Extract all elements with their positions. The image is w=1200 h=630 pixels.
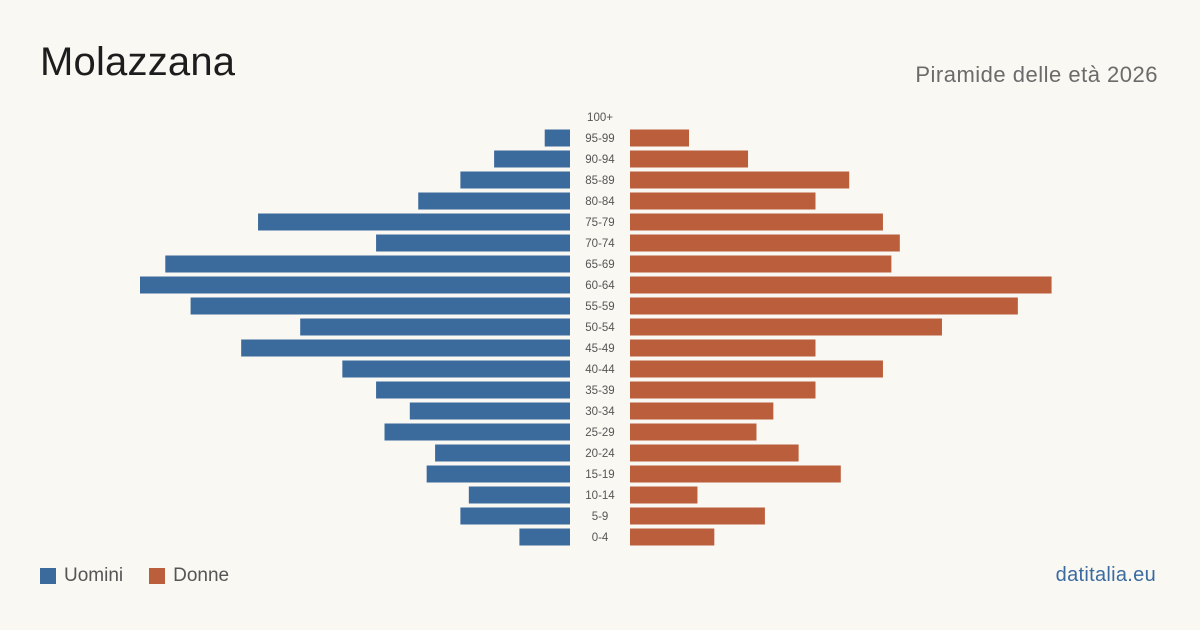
bar-men-10-14 xyxy=(468,486,570,504)
legend-swatch-women xyxy=(149,568,166,584)
bar-men-45-49 xyxy=(241,339,571,357)
age-label: 65-69 xyxy=(585,259,614,271)
bar-women-50-54 xyxy=(630,318,942,336)
bar-women-75-79 xyxy=(630,213,883,231)
age-label: 75-79 xyxy=(585,217,614,229)
legend-swatch-men xyxy=(40,568,56,584)
age-label: 50-54 xyxy=(585,322,615,334)
bar-women-5-9 xyxy=(630,507,765,525)
bar-men-50-54 xyxy=(300,318,570,336)
age-label: 85-89 xyxy=(585,175,614,187)
bar-women-45-49 xyxy=(630,339,816,357)
age-label: 5-9 xyxy=(592,511,609,523)
bar-men-70-74 xyxy=(376,234,570,252)
age-label: 45-49 xyxy=(585,343,614,355)
bar-men-55-59 xyxy=(190,297,570,315)
bar-men-90-94 xyxy=(494,150,570,168)
bar-women-20-24 xyxy=(630,444,799,462)
bar-women-95-99 xyxy=(630,129,690,147)
bar-men-5-9 xyxy=(460,507,570,525)
legend-item-women: Donne xyxy=(149,565,229,587)
bar-men-15-19 xyxy=(426,465,570,483)
age-label: 90-94 xyxy=(585,154,615,166)
legend: Uomini Donne xyxy=(40,565,255,587)
age-label: 40-44 xyxy=(585,364,615,376)
age-label: 55-59 xyxy=(585,301,614,313)
bar-men-0-4 xyxy=(519,528,570,546)
legend-item-men: Uomini xyxy=(40,565,123,587)
age-label: 60-64 xyxy=(585,280,615,292)
chart-subtitle: Piramide delle età 2026 xyxy=(915,62,1158,87)
bar-men-40-44 xyxy=(342,360,570,378)
bar-men-80-84 xyxy=(418,192,570,210)
age-label: 95-99 xyxy=(585,133,614,145)
bar-men-65-69 xyxy=(165,255,570,273)
age-label: 15-19 xyxy=(585,469,614,481)
age-label: 0-4 xyxy=(592,532,609,544)
bar-men-35-39 xyxy=(376,381,570,399)
age-label: 100+ xyxy=(587,112,613,124)
bar-men-75-79 xyxy=(258,213,570,231)
bar-women-15-19 xyxy=(630,465,841,483)
age-label: 70-74 xyxy=(585,238,615,250)
bar-women-85-89 xyxy=(630,171,850,189)
bar-women-70-74 xyxy=(630,234,900,252)
age-label: 30-34 xyxy=(585,406,615,418)
bar-women-30-34 xyxy=(630,402,774,420)
legend-label-men: Uomini xyxy=(64,565,124,586)
bar-women-25-29 xyxy=(630,423,757,441)
chart-title: Molazzana xyxy=(40,40,236,84)
bar-men-85-89 xyxy=(460,171,570,189)
age-label: 10-14 xyxy=(585,490,615,502)
bar-women-65-69 xyxy=(630,255,892,273)
age-label: 80-84 xyxy=(585,196,615,208)
bar-women-0-4 xyxy=(630,528,715,546)
bar-women-60-64 xyxy=(630,276,1052,294)
age-label: 35-39 xyxy=(585,385,614,397)
age-label: 20-24 xyxy=(585,448,615,460)
bar-women-55-59 xyxy=(630,297,1018,315)
age-label: 25-29 xyxy=(585,427,614,439)
bar-men-25-29 xyxy=(384,423,570,441)
bar-men-95-99 xyxy=(544,129,570,147)
bar-women-90-94 xyxy=(630,150,749,168)
bar-women-35-39 xyxy=(630,381,816,399)
bar-women-10-14 xyxy=(630,486,698,504)
bar-men-20-24 xyxy=(435,444,570,462)
brand-link[interactable]: datitalia.eu xyxy=(1055,564,1156,586)
bar-women-40-44 xyxy=(630,360,883,378)
legend-label-women: Donne xyxy=(173,565,230,586)
bar-men-30-34 xyxy=(409,402,570,420)
bar-men-60-64 xyxy=(140,276,570,294)
bar-women-80-84 xyxy=(630,192,816,210)
